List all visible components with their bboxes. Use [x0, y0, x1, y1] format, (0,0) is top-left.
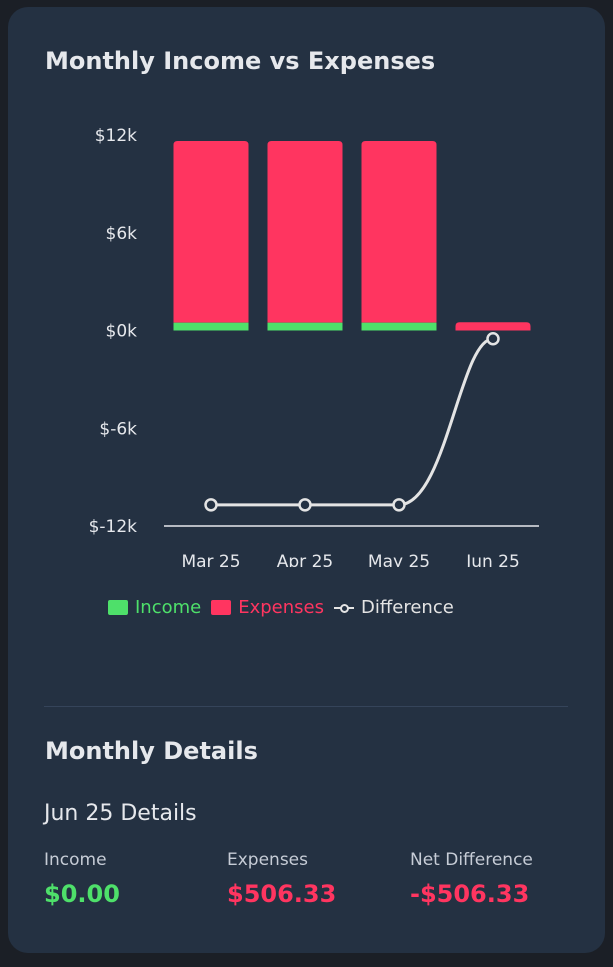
expenses-swatch — [211, 600, 232, 615]
difference-line — [210, 337, 494, 507]
income-stat-label: Income — [44, 850, 107, 870]
expenses-stat: Expenses $506.33 — [227, 850, 336, 908]
net-difference-stat-label: Net Difference — [410, 850, 533, 870]
x-tick-label: Mar 25 — [181, 552, 240, 567]
x-tick-label: Apr 25 — [277, 552, 333, 567]
y-tick-label: $0k — [106, 322, 138, 342]
difference-point — [486, 331, 500, 346]
card-title: Monthly Income vs Expenses — [45, 47, 436, 75]
section-divider — [44, 706, 568, 707]
difference-point — [204, 498, 218, 512]
legend-income-label: Income — [135, 597, 202, 618]
net-difference-stat-value: -$506.33 — [410, 880, 530, 908]
legend-item-expenses[interactable]: Expenses — [211, 597, 324, 618]
expenses-stat-label: Expenses — [227, 850, 308, 870]
difference-line-icon — [334, 600, 354, 615]
income-expenses-chart: $12k $6k $0k $-6k $-12k Mar 25 Apr 25 May 25 Jun… — [89, 126, 539, 567]
income-stat: Income $0.00 — [44, 850, 120, 908]
legend-item-difference[interactable]: Difference — [334, 597, 454, 618]
income-stat-value: $0.00 — [44, 880, 120, 908]
chart-card: Monthly Income vs Expenses $12k $6k $0k $-6… — [8, 7, 605, 953]
legend-expenses-label: Expenses — [238, 597, 324, 618]
legend-difference-label: Difference — [361, 597, 454, 618]
y-tick-label: $-6k — [99, 419, 137, 439]
difference-point — [298, 498, 312, 512]
difference-point — [392, 498, 406, 512]
monthly-details-title: Monthly Details — [45, 737, 258, 765]
income-bar — [361, 322, 437, 331]
net-difference-stat: Net Difference -$506.33 — [410, 850, 533, 908]
y-tick-label: $-12k — [89, 517, 138, 537]
legend-item-income[interactable]: Income — [108, 597, 201, 618]
y-tick-label: $6k — [106, 224, 138, 244]
expenses-bar — [361, 141, 437, 323]
income-swatch — [108, 600, 128, 615]
expenses-bar — [267, 141, 343, 323]
month-details-title: Jun 25 Details — [44, 801, 197, 826]
y-tick-label: $12k — [95, 126, 137, 146]
income-bar — [267, 322, 343, 331]
expenses-bar — [173, 141, 249, 323]
expenses-bar — [455, 322, 531, 331]
expenses-stat-value: $506.33 — [227, 880, 337, 908]
income-bar — [173, 322, 249, 331]
x-tick-label: May 25 — [368, 552, 430, 567]
chart-legend: Income Expenses Difference — [108, 597, 464, 618]
x-tick-label: Jun 25 — [465, 552, 520, 567]
